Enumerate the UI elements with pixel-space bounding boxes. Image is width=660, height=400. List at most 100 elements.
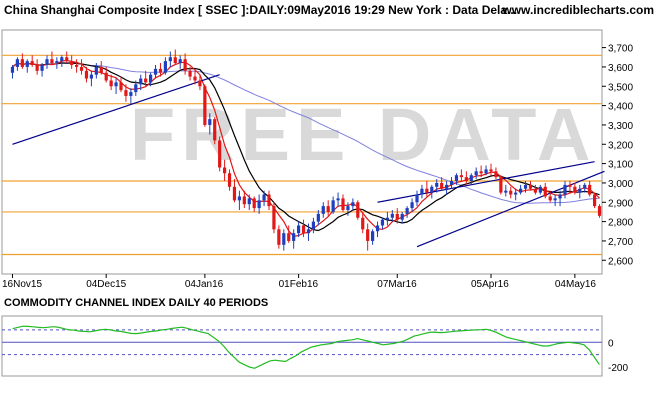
candle-body: [321, 206, 325, 214]
header-bar: [0, 0, 660, 21]
candle-body: [213, 119, 217, 141]
candle-body: [538, 186, 542, 193]
candle-body: [430, 186, 434, 193]
y-tick-label: 2,700: [608, 237, 633, 248]
short-moving-average-line: [12, 59, 600, 237]
candle-body: [183, 59, 187, 71]
candle-body: [35, 65, 39, 71]
y-tick-label: 2,800: [608, 218, 633, 229]
long-moving-average-line: [12, 62, 600, 204]
candle-body: [99, 66, 103, 73]
candle-body: [218, 140, 222, 168]
y-tick-label: 3,000: [608, 179, 633, 190]
x-tick-label: 04Dec15: [86, 279, 126, 290]
candle-body: [89, 74, 94, 79]
candle-body: [257, 200, 261, 209]
candle-body: [163, 61, 168, 73]
candle-body: [193, 76, 197, 81]
candle-body: [385, 217, 390, 220]
candle-body: [301, 225, 306, 234]
watermark-text: FREE DATA: [130, 93, 597, 176]
candle-body: [109, 80, 113, 87]
candle-body: [178, 59, 182, 64]
candle-body: [588, 184, 592, 195]
y-tick-label: 2,900: [608, 198, 633, 209]
candle-body: [20, 59, 24, 67]
candle-body: [331, 200, 335, 212]
candle-body: [262, 194, 266, 201]
candle-body: [153, 68, 158, 75]
candle-body: [469, 175, 473, 181]
candle-body: [119, 82, 123, 91]
candle-body: [292, 233, 296, 241]
candle-body: [440, 182, 444, 189]
candle-body: [326, 206, 330, 212]
candle-body: [523, 184, 528, 189]
trendline: [12, 74, 220, 145]
candle-body: [84, 70, 89, 79]
candle-body: [60, 57, 64, 62]
candle-body: [528, 184, 533, 189]
candle-body: [494, 171, 498, 178]
candle-body: [252, 198, 256, 209]
candle-body: [316, 213, 320, 222]
y-tick-label: 3,100: [608, 160, 633, 171]
candle-body: [242, 196, 246, 205]
candle-body: [188, 70, 192, 77]
candle-body: [173, 57, 177, 64]
candle-body: [553, 198, 557, 201]
x-tick-label: 04Jan16: [185, 279, 224, 290]
candle-body: [351, 202, 355, 207]
y-tick-label: 3,400: [608, 102, 633, 113]
candle-body: [390, 213, 394, 218]
candle-body: [45, 59, 49, 65]
candle-body: [296, 225, 301, 234]
candle-body: [70, 61, 74, 65]
candle-body: [375, 225, 380, 232]
candle-body: [489, 169, 493, 172]
chart-title: China Shanghai Composite Index [ SSEC ]:…: [4, 3, 518, 17]
candle-body: [361, 217, 365, 230]
candle-body: [410, 202, 414, 209]
candle-body: [74, 65, 79, 67]
candle-body: [356, 202, 360, 218]
x-tick-label: 01Feb16: [279, 279, 319, 290]
candle-body: [415, 194, 419, 203]
candle-body: [578, 188, 582, 193]
candle-body: [311, 221, 316, 230]
candle-body: [504, 190, 508, 193]
candle-body: [425, 188, 429, 193]
candle-body: [134, 84, 138, 93]
candle-body: [380, 219, 385, 226]
y-tick-label: 3,600: [608, 63, 633, 74]
x-tick-label: 05Apr16: [471, 279, 509, 290]
y-tick-label: 2,600: [608, 256, 633, 267]
x-tick-label: 07Mar16: [377, 279, 417, 290]
candle-body: [222, 167, 227, 174]
candle-body: [25, 61, 29, 67]
price-panel-frame: [1, 29, 603, 275]
candle-body: [597, 206, 602, 216]
trendline: [416, 170, 605, 248]
candle-body: [306, 229, 311, 234]
candle-body: [533, 188, 538, 193]
candle-body: [583, 184, 587, 189]
candle-body: [484, 169, 488, 174]
site-link[interactable]: www.incrediblecharts.com: [502, 3, 654, 17]
candle-body: [558, 194, 562, 199]
candle-body: [479, 171, 483, 174]
candle-body: [341, 198, 345, 210]
candle-body: [282, 233, 286, 245]
candle-body: [459, 175, 464, 178]
candle-body: [198, 80, 202, 87]
y-tick-label: 3,700: [608, 44, 633, 55]
candle-body: [336, 198, 340, 201]
candle-body: [509, 190, 513, 195]
candle-body: [237, 196, 242, 201]
candle-body: [346, 206, 350, 210]
candle-body: [50, 59, 54, 64]
candle-body: [114, 82, 118, 87]
candle-body: [573, 186, 577, 193]
